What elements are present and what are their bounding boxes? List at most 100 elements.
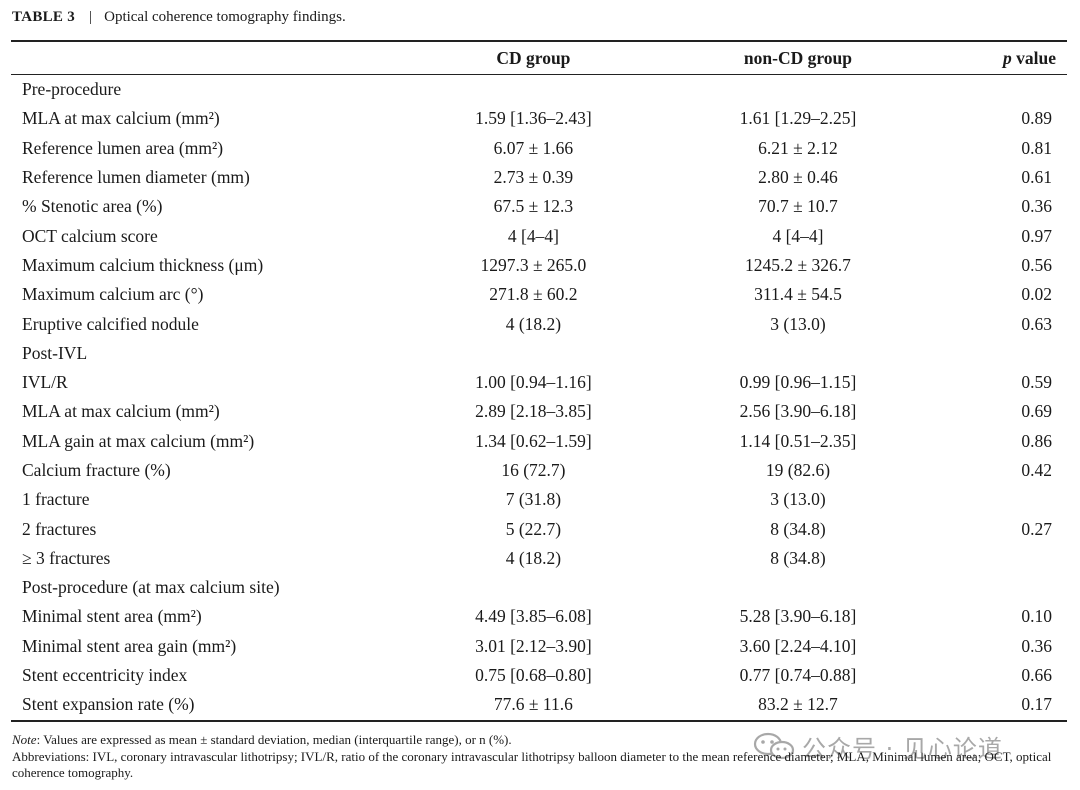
cd-group-value: 2.89 [2.18–3.85] <box>475 401 592 422</box>
row-label: MLA at max calcium (mm²) <box>22 108 220 129</box>
table-row: MLA at max calcium (mm²) 1.59 [1.36–2.43]… <box>11 104 1067 133</box>
p-value: 0.61 <box>1021 167 1052 188</box>
watermark-text: 公众号 · 见心论道 <box>802 734 1003 763</box>
table-notes: Note: Values are expressed as mean ± sta… <box>12 732 1072 782</box>
row-label: MLA gain at max calcium (mm²) <box>22 430 255 451</box>
findings-table: CD group non-CD group p value Pre-proced… <box>11 40 1067 722</box>
non-cd-group-value: 4 [4–4] <box>772 225 824 246</box>
table-row: Maximum calcium thickness (μm) 1297.3 ± 2… <box>11 251 1067 280</box>
p-value <box>936 485 1067 514</box>
p-value: 0.36 <box>1021 635 1052 656</box>
cd-group-value: 6.07 ± 1.66 <box>493 137 574 158</box>
section-title: Pre-procedure <box>22 79 122 100</box>
cd-group-value: 1.34 [0.62–1.59] <box>475 430 592 451</box>
section-row: Pre-procedure <box>11 75 1067 105</box>
p-value: 0.59 <box>1021 372 1052 393</box>
row-label: MLA at max calcium (mm²) <box>22 401 220 422</box>
table-row: Eruptive calcified nodule 4 (18.2) 3 (13.0… <box>11 309 1067 338</box>
row-label: IVL/R <box>22 372 68 393</box>
table-title: Optical coherence tomography findings. <box>104 9 346 25</box>
p-value: 0.63 <box>1021 313 1052 334</box>
table-row: Stent expansion rate (%) 77.6 ± 11.6 83.2 … <box>11 690 1067 722</box>
row-label: Stent eccentricity index <box>22 665 188 686</box>
non-cd-group-value: 2.56 [3.90–6.18] <box>739 401 857 422</box>
row-label: Reference lumen area (mm²) <box>22 137 224 158</box>
table-row: Minimal stent area (mm²) 4.49 [3.85–6.08]… <box>11 602 1067 631</box>
note-label: Note <box>12 732 37 747</box>
header-non-cd-group: non-CD group <box>659 40 936 75</box>
cd-group-value: 4 [4–4] <box>507 225 559 246</box>
wechat-icon <box>753 732 795 760</box>
header-p-letter: p <box>1003 47 1012 68</box>
cd-group-value: 7 (31.8) <box>505 489 562 510</box>
findings-table-container: CD group non-CD group p value Pre-proced… <box>11 40 1067 722</box>
table-header-row: CD group non-CD group p value <box>11 40 1067 75</box>
cd-group-value: 67.5 ± 12.3 <box>493 196 574 217</box>
p-value: 0.10 <box>1021 606 1052 627</box>
row-label: Minimal stent area gain (mm²) <box>22 635 237 656</box>
header-p-value: p value <box>935 40 1067 75</box>
table-caption: TABLE 3 | Optical coherence tomography fin… <box>12 9 346 26</box>
cd-group-value: 4.49 [3.85–6.08] <box>475 606 592 627</box>
p-value <box>936 544 1067 573</box>
table-row: MLA at max calcium (mm²) 2.89 [2.18–3.85]… <box>11 397 1067 426</box>
table-row: Reference lumen area (mm²) 6.07 ± 1.66 6.2… <box>11 134 1067 163</box>
caption-separator: | <box>89 9 93 25</box>
row-label: 1 fracture <box>22 489 90 510</box>
non-cd-group-value: 0.99 [0.96–1.15] <box>739 372 857 393</box>
row-label: OCT calcium score <box>22 225 158 246</box>
non-cd-group-value: 1.61 [1.29–2.25] <box>739 108 857 129</box>
section-title: Post-IVL <box>22 342 88 363</box>
cd-group-value: 77.6 ± 11.6 <box>406 690 660 722</box>
table-row: 2 fractures 5 (22.7) 8 (34.8) 0.27 <box>11 514 1067 543</box>
row-label: Eruptive calcified nodule <box>22 313 199 334</box>
section-row: Post-IVL <box>11 339 1067 368</box>
cd-group-value: 16 (72.7) <box>501 460 566 480</box>
cd-group-value: 5 (22.7) <box>505 518 562 539</box>
non-cd-group-value: 2.80 ± 0.46 <box>758 167 838 188</box>
p-value: 0.56 <box>1021 254 1052 275</box>
non-cd-group-value: 5.28 [3.90–6.18] <box>739 606 857 627</box>
non-cd-group-value: 6.21 ± 2.12 <box>758 137 838 158</box>
row-label: Maximum calcium thickness (μm) <box>22 254 264 275</box>
table-body: Pre-procedure MLA at max calcium (mm²) 1.5… <box>11 75 1067 722</box>
non-cd-group-value: 1.14 [0.51–2.35] <box>739 430 857 451</box>
cd-group-value: 2.73 ± 0.39 <box>493 167 574 188</box>
abbreviations-line: Abbreviations: IVL, coronary intravascul… <box>12 748 1052 781</box>
note-line: Note: Values are expressed as mean ± sta… <box>12 732 1072 749</box>
p-value: 0.27 <box>1021 518 1052 539</box>
table-label: TABLE 3 <box>12 9 76 25</box>
p-value: 0.66 <box>1021 665 1052 686</box>
non-cd-group-value: 1245.2 ± 326.7 <box>745 254 851 275</box>
table-row: IVL/R 1.00 [0.94–1.16] 0.99 [0.96–1.15] 0.5… <box>11 368 1067 397</box>
row-label: 2 fractures <box>22 518 97 539</box>
header-cd-group: CD group <box>406 40 660 75</box>
cd-group-value: 0.75 [0.68–0.80] <box>475 665 592 686</box>
p-value: 0.69 <box>1021 401 1052 422</box>
row-label: % Stenotic area (%) <box>22 196 163 217</box>
table-row: ≥ 3 fractures 4 (18.2) 8 (34.8) <box>11 544 1067 573</box>
table-row: OCT calcium score 4 [4–4] 4 [4–4] 0.97 <box>11 221 1067 250</box>
non-cd-group-value: 3.60 [2.24–4.10] <box>739 635 857 656</box>
row-label: Minimal stent area (mm²) <box>22 606 202 627</box>
non-cd-group-value: 70.7 ± 10.7 <box>758 196 838 217</box>
table-row: Stent eccentricity index 0.75 [0.68–0.80]… <box>11 661 1067 690</box>
table-row: Minimal stent area gain (mm²) 3.01 [2.12–… <box>11 632 1067 661</box>
p-value: 0.17 <box>935 690 1067 722</box>
table-row: % Stenotic area (%) 67.5 ± 12.3 70.7 ± 10.… <box>11 192 1067 221</box>
cd-group-value: 1.59 [1.36–2.43] <box>475 108 592 129</box>
row-label: ≥ 3 fractures <box>22 547 111 568</box>
table-row: 1 fracture 7 (31.8) 3 (13.0) <box>11 485 1067 514</box>
table-row: Maximum calcium arc (°) 271.8 ± 60.2 311.4… <box>11 280 1067 309</box>
cd-group-value: 1297.3 ± 265.0 <box>480 254 587 275</box>
row-label: Stent expansion rate (%) <box>11 690 407 722</box>
header-p-word: value <box>1016 47 1056 68</box>
section-title: Post-procedure (at max calcium site) <box>22 577 280 598</box>
row-label: Calcium fracture (%) <box>22 460 171 480</box>
row-label: Reference lumen diameter (mm) <box>22 167 250 188</box>
non-cd-group-value: 83.2 ± 12.7 <box>659 690 936 722</box>
p-value: 0.42 <box>1021 460 1052 480</box>
cd-group-value: 1.00 [0.94–1.16] <box>475 372 592 393</box>
header-parameter <box>11 40 407 75</box>
note-text: : Values are expressed as mean ± standar… <box>36 732 512 747</box>
